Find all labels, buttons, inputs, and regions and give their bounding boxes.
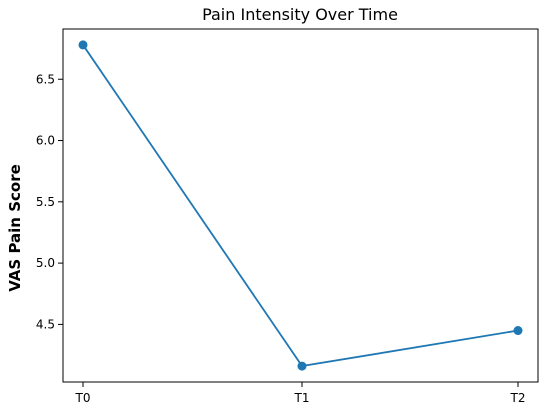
- data-point: [78, 40, 88, 50]
- y-tick-label: 5.0: [36, 256, 55, 270]
- ticks-layer: 4.5 5.0 5.5 6.0 6.5 T0 T1 T2: [36, 72, 526, 405]
- series-line: [82, 44, 519, 368]
- data-point: [297, 361, 307, 371]
- data-point: [513, 326, 523, 336]
- chart-title: Pain Intensity Over Time: [202, 5, 398, 24]
- y-tick-label: 5.5: [36, 195, 55, 209]
- series-layer: [78, 40, 523, 371]
- x-tick-label: T2: [510, 391, 526, 405]
- x-tick-label: T0: [75, 391, 91, 405]
- y-tick-label: 6.5: [36, 72, 55, 86]
- x-tick-label: T1: [294, 391, 310, 405]
- plot-frame: [62, 28, 539, 383]
- y-tick-label: 6.0: [36, 134, 55, 148]
- y-tick-label: 4.5: [36, 317, 55, 331]
- y-axis-label: VAS Pain Score: [6, 164, 24, 292]
